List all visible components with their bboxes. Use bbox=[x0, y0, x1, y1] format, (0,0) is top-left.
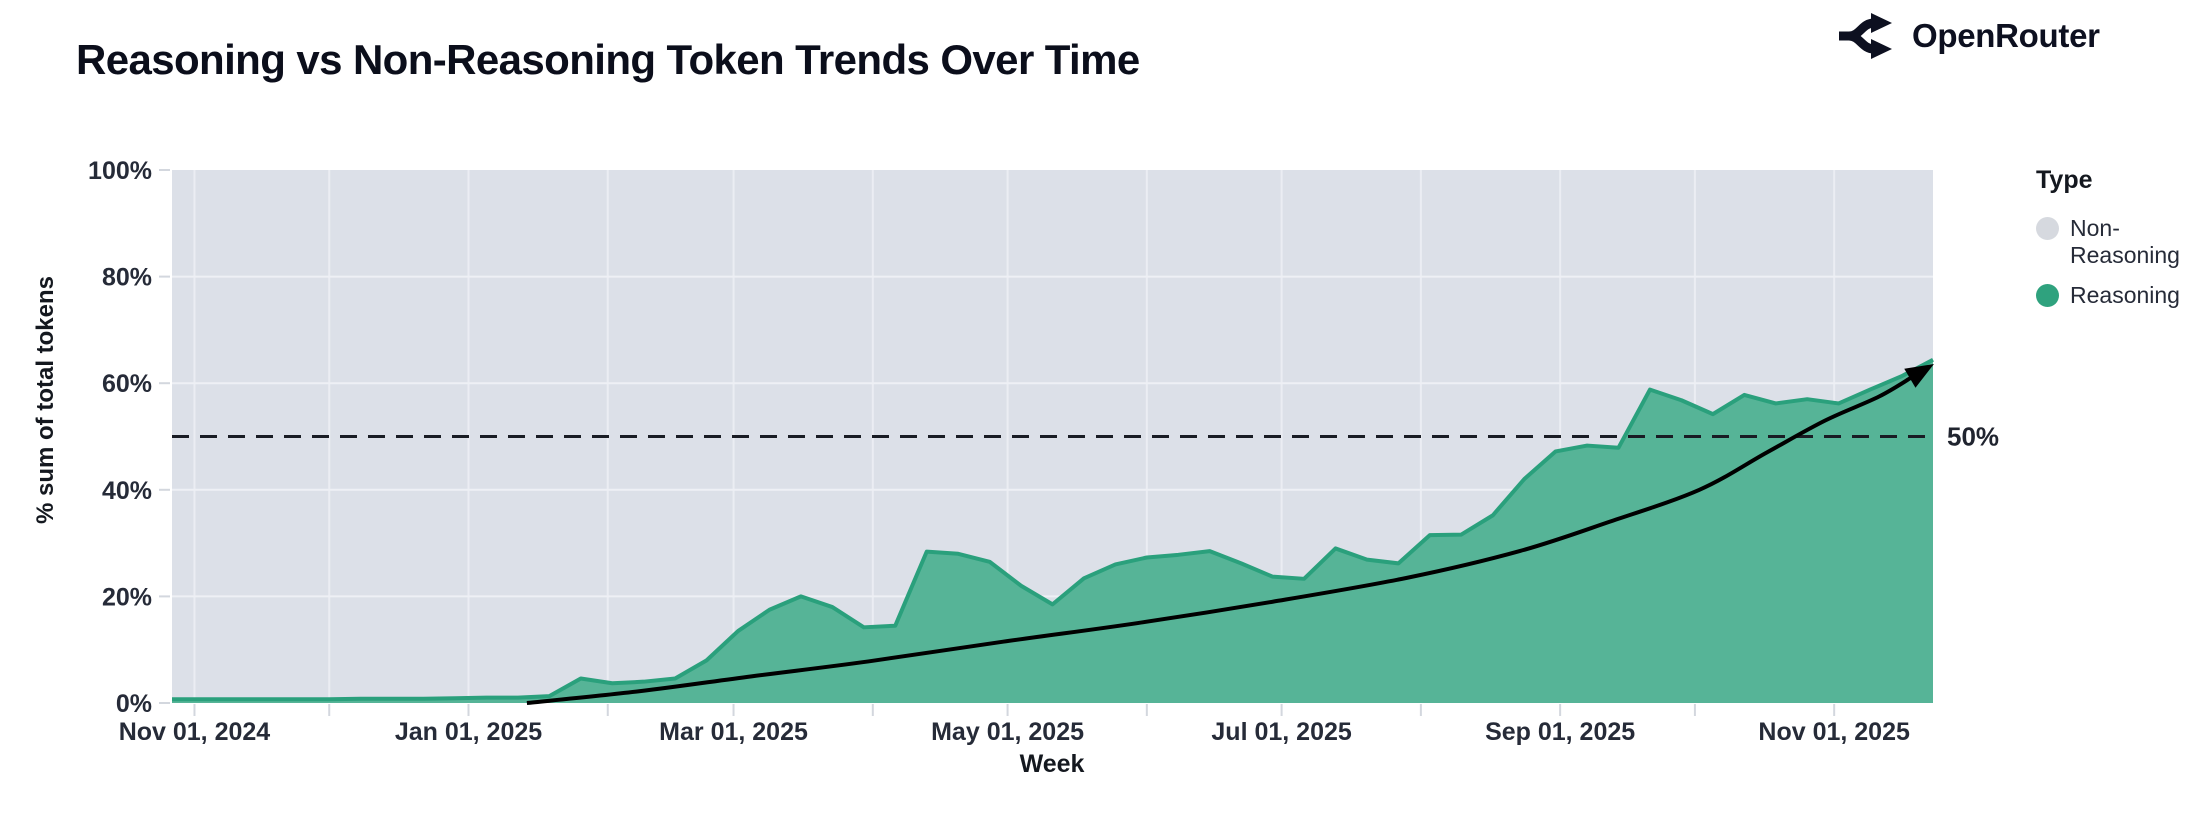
y-tick-label: 0% bbox=[116, 690, 152, 718]
page-title: Reasoning vs Non-Reasoning Token Trends … bbox=[76, 36, 1140, 84]
x-tick-label: Jul 01, 2025 bbox=[1211, 718, 1351, 746]
x-tick-label: Mar 01, 2025 bbox=[659, 718, 808, 746]
openrouter-split-arrows-icon bbox=[1839, 13, 1892, 59]
x-tick-label: Sep 01, 2025 bbox=[1485, 718, 1635, 746]
legend-title: Type bbox=[2036, 166, 2093, 194]
x-tick-label: May 01, 2025 bbox=[931, 718, 1084, 746]
x-axis-title: Week bbox=[1019, 750, 1085, 778]
y-tick-label: 20% bbox=[102, 583, 152, 611]
non-reasoning-swatch-icon bbox=[2036, 217, 2059, 240]
y-tick-label: 100% bbox=[88, 157, 152, 185]
x-tick-label: Nov 01, 2024 bbox=[119, 718, 271, 746]
reasoning-area-outline bbox=[172, 357, 1934, 702]
y-tick-label: 40% bbox=[102, 477, 152, 505]
brand-name: OpenRouter bbox=[1912, 17, 2100, 54]
y-tick-label: 80% bbox=[102, 264, 152, 292]
legend-item-non-reasoning: Non-Reasoning bbox=[2036, 215, 2196, 269]
y-tick-label: 60% bbox=[102, 370, 152, 398]
legend-item-reasoning: Reasoning bbox=[2036, 282, 2196, 309]
x-tick-label: Jan 01, 2025 bbox=[395, 718, 542, 746]
y-axis-title: % sum of total tokens bbox=[32, 275, 59, 525]
reasoning-area bbox=[172, 359, 1933, 703]
legend: Type Non-Reasoning Reasoning bbox=[2036, 166, 2196, 322]
reasoning-swatch-icon bbox=[2036, 284, 2059, 307]
openrouter-brand: OpenRouter bbox=[1836, 10, 2100, 62]
fifty-percent-annotation-label: 50% bbox=[1947, 421, 2000, 452]
x-tick-label: Nov 01, 2025 bbox=[1758, 718, 1910, 746]
trend-arrow bbox=[526, 363, 1934, 705]
legend-label-non-reasoning: Non-Reasoning bbox=[2070, 215, 2180, 268]
legend-label-reasoning: Reasoning bbox=[2070, 282, 2180, 308]
